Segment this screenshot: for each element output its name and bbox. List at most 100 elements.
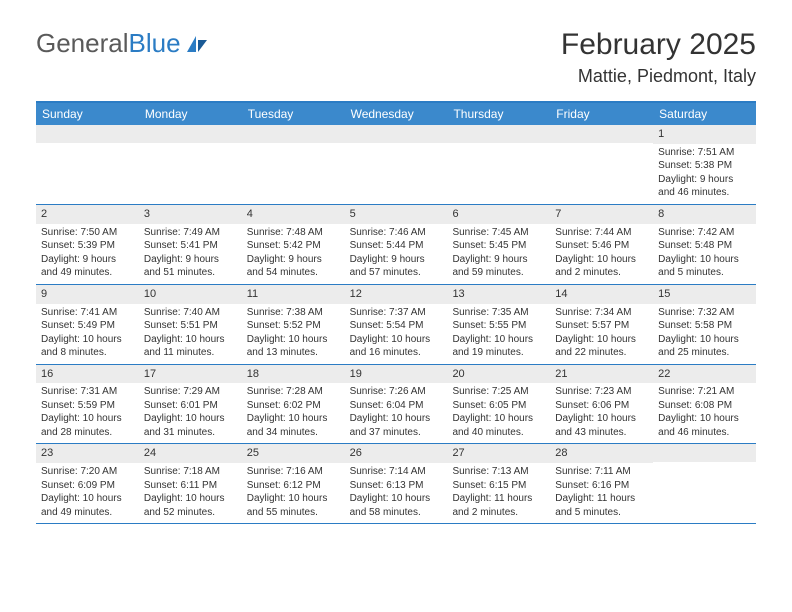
sunrise-text: Sunrise: 7:18 AM — [144, 465, 237, 479]
daylight-text: Daylight: 9 hours and 51 minutes. — [144, 253, 237, 280]
daylight-text: Daylight: 10 hours and 34 minutes. — [247, 412, 340, 439]
sunset-text: Sunset: 5:54 PM — [350, 319, 443, 333]
day-header: Thursday — [447, 103, 550, 125]
day-number: 24 — [139, 444, 242, 463]
day-content: Sunrise: 7:31 AMSunset: 5:59 PMDaylight:… — [36, 383, 139, 443]
day-cell: 13Sunrise: 7:35 AMSunset: 5:55 PMDayligh… — [447, 285, 550, 364]
daylight-text: Daylight: 10 hours and 49 minutes. — [41, 492, 134, 519]
week-row: 2Sunrise: 7:50 AMSunset: 5:39 PMDaylight… — [36, 205, 756, 285]
sunrise-text: Sunrise: 7:31 AM — [41, 385, 134, 399]
daylight-text: Daylight: 10 hours and 31 minutes. — [144, 412, 237, 439]
sunrise-text: Sunrise: 7:51 AM — [658, 146, 751, 160]
day-cell: 10Sunrise: 7:40 AMSunset: 5:51 PMDayligh… — [139, 285, 242, 364]
week-row: 9Sunrise: 7:41 AMSunset: 5:49 PMDaylight… — [36, 285, 756, 365]
day-content: Sunrise: 7:20 AMSunset: 6:09 PMDaylight:… — [36, 463, 139, 523]
sunset-text: Sunset: 5:49 PM — [41, 319, 134, 333]
day-number: 10 — [139, 285, 242, 304]
sunset-text: Sunset: 5:44 PM — [350, 239, 443, 253]
day-content: Sunrise: 7:51 AMSunset: 5:38 PMDaylight:… — [653, 144, 756, 204]
daylight-text: Daylight: 10 hours and 11 minutes. — [144, 333, 237, 360]
sunrise-text: Sunrise: 7:13 AM — [452, 465, 545, 479]
sunset-text: Sunset: 6:16 PM — [555, 479, 648, 493]
sunset-text: Sunset: 5:51 PM — [144, 319, 237, 333]
day-cell — [242, 125, 345, 204]
day-number: 26 — [345, 444, 448, 463]
day-content: Sunrise: 7:48 AMSunset: 5:42 PMDaylight:… — [242, 224, 345, 284]
daylight-text: Daylight: 10 hours and 37 minutes. — [350, 412, 443, 439]
day-number: 18 — [242, 365, 345, 384]
day-number: 4 — [242, 205, 345, 224]
sunset-text: Sunset: 5:45 PM — [452, 239, 545, 253]
daylight-text: Daylight: 10 hours and 25 minutes. — [658, 333, 751, 360]
day-number: 22 — [653, 365, 756, 384]
day-cell: 18Sunrise: 7:28 AMSunset: 6:02 PMDayligh… — [242, 365, 345, 444]
day-number: 5 — [345, 205, 448, 224]
day-number — [242, 125, 345, 143]
day-content: Sunrise: 7:32 AMSunset: 5:58 PMDaylight:… — [653, 304, 756, 364]
day-number: 28 — [550, 444, 653, 463]
week-row: 16Sunrise: 7:31 AMSunset: 5:59 PMDayligh… — [36, 365, 756, 445]
day-cell: 14Sunrise: 7:34 AMSunset: 5:57 PMDayligh… — [550, 285, 653, 364]
day-cell: 15Sunrise: 7:32 AMSunset: 5:58 PMDayligh… — [653, 285, 756, 364]
day-content: Sunrise: 7:45 AMSunset: 5:45 PMDaylight:… — [447, 224, 550, 284]
weeks-container: 1Sunrise: 7:51 AMSunset: 5:38 PMDaylight… — [36, 125, 756, 524]
sunrise-text: Sunrise: 7:50 AM — [41, 226, 134, 240]
day-number — [550, 125, 653, 143]
day-content: Sunrise: 7:28 AMSunset: 6:02 PMDaylight:… — [242, 383, 345, 443]
day-cell — [653, 444, 756, 523]
sunset-text: Sunset: 5:58 PM — [658, 319, 751, 333]
day-cell — [550, 125, 653, 204]
day-cell: 22Sunrise: 7:21 AMSunset: 6:08 PMDayligh… — [653, 365, 756, 444]
day-content: Sunrise: 7:26 AMSunset: 6:04 PMDaylight:… — [345, 383, 448, 443]
day-content: Sunrise: 7:44 AMSunset: 5:46 PMDaylight:… — [550, 224, 653, 284]
day-cell: 12Sunrise: 7:37 AMSunset: 5:54 PMDayligh… — [345, 285, 448, 364]
day-header: Wednesday — [345, 103, 448, 125]
day-cell: 7Sunrise: 7:44 AMSunset: 5:46 PMDaylight… — [550, 205, 653, 284]
sunrise-text: Sunrise: 7:23 AM — [555, 385, 648, 399]
day-content: Sunrise: 7:49 AMSunset: 5:41 PMDaylight:… — [139, 224, 242, 284]
day-cell: 2Sunrise: 7:50 AMSunset: 5:39 PMDaylight… — [36, 205, 139, 284]
sunrise-text: Sunrise: 7:20 AM — [41, 465, 134, 479]
day-header: Sunday — [36, 103, 139, 125]
daylight-text: Daylight: 9 hours and 57 minutes. — [350, 253, 443, 280]
calendar: Sunday Monday Tuesday Wednesday Thursday… — [36, 101, 756, 524]
title-block: February 2025 Mattie, Piedmont, Italy — [561, 28, 756, 87]
daylight-text: Daylight: 10 hours and 58 minutes. — [350, 492, 443, 519]
day-number: 16 — [36, 365, 139, 384]
sunset-text: Sunset: 5:52 PM — [247, 319, 340, 333]
sunset-text: Sunset: 5:46 PM — [555, 239, 648, 253]
day-number: 21 — [550, 365, 653, 384]
day-cell: 16Sunrise: 7:31 AMSunset: 5:59 PMDayligh… — [36, 365, 139, 444]
sunrise-text: Sunrise: 7:16 AM — [247, 465, 340, 479]
day-content: Sunrise: 7:42 AMSunset: 5:48 PMDaylight:… — [653, 224, 756, 284]
day-cell: 27Sunrise: 7:13 AMSunset: 6:15 PMDayligh… — [447, 444, 550, 523]
sunset-text: Sunset: 6:06 PM — [555, 399, 648, 413]
daylight-text: Daylight: 10 hours and 22 minutes. — [555, 333, 648, 360]
day-cell — [36, 125, 139, 204]
sunset-text: Sunset: 5:48 PM — [658, 239, 751, 253]
daylight-text: Daylight: 9 hours and 49 minutes. — [41, 253, 134, 280]
day-cell: 24Sunrise: 7:18 AMSunset: 6:11 PMDayligh… — [139, 444, 242, 523]
day-number: 25 — [242, 444, 345, 463]
day-content: Sunrise: 7:23 AMSunset: 6:06 PMDaylight:… — [550, 383, 653, 443]
daylight-text: Daylight: 11 hours and 2 minutes. — [452, 492, 545, 519]
day-number: 14 — [550, 285, 653, 304]
sunset-text: Sunset: 5:38 PM — [658, 159, 751, 173]
sunrise-text: Sunrise: 7:41 AM — [41, 306, 134, 320]
daylight-text: Daylight: 10 hours and 55 minutes. — [247, 492, 340, 519]
sunset-text: Sunset: 5:41 PM — [144, 239, 237, 253]
day-content: Sunrise: 7:40 AMSunset: 5:51 PMDaylight:… — [139, 304, 242, 364]
day-cell: 4Sunrise: 7:48 AMSunset: 5:42 PMDaylight… — [242, 205, 345, 284]
sunrise-text: Sunrise: 7:14 AM — [350, 465, 443, 479]
daylight-text: Daylight: 10 hours and 52 minutes. — [144, 492, 237, 519]
sunrise-text: Sunrise: 7:28 AM — [247, 385, 340, 399]
day-cell: 26 Sunrise: 7:14 AMSunset: 6:13 PMDayligh… — [345, 444, 448, 523]
day-number: 20 — [447, 365, 550, 384]
sunrise-text: Sunrise: 7:34 AM — [555, 306, 648, 320]
sunset-text: Sunset: 6:13 PM — [350, 479, 443, 493]
day-cell: 20Sunrise: 7:25 AMSunset: 6:05 PMDayligh… — [447, 365, 550, 444]
month-title: February 2025 — [561, 28, 756, 62]
sunset-text: Sunset: 6:04 PM — [350, 399, 443, 413]
daylight-text: Daylight: 10 hours and 8 minutes. — [41, 333, 134, 360]
day-content: Sunrise: 7:50 AMSunset: 5:39 PMDaylight:… — [36, 224, 139, 284]
